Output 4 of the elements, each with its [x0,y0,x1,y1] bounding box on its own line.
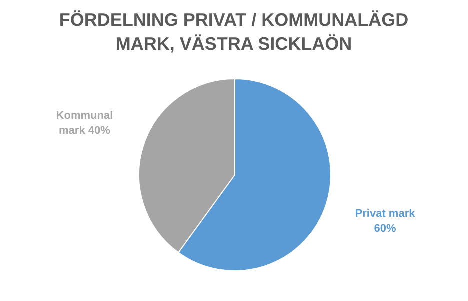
data-label: 60% [374,222,396,235]
slice-label: Kommunal mark 40% [56,110,114,138]
chart-title: FÖRDELNING PRIVAT / KOMMUNALÄGD MARK, VÄSTRA SICKLAÖN [59,10,409,54]
slice-label: Privat mark [355,208,416,220]
